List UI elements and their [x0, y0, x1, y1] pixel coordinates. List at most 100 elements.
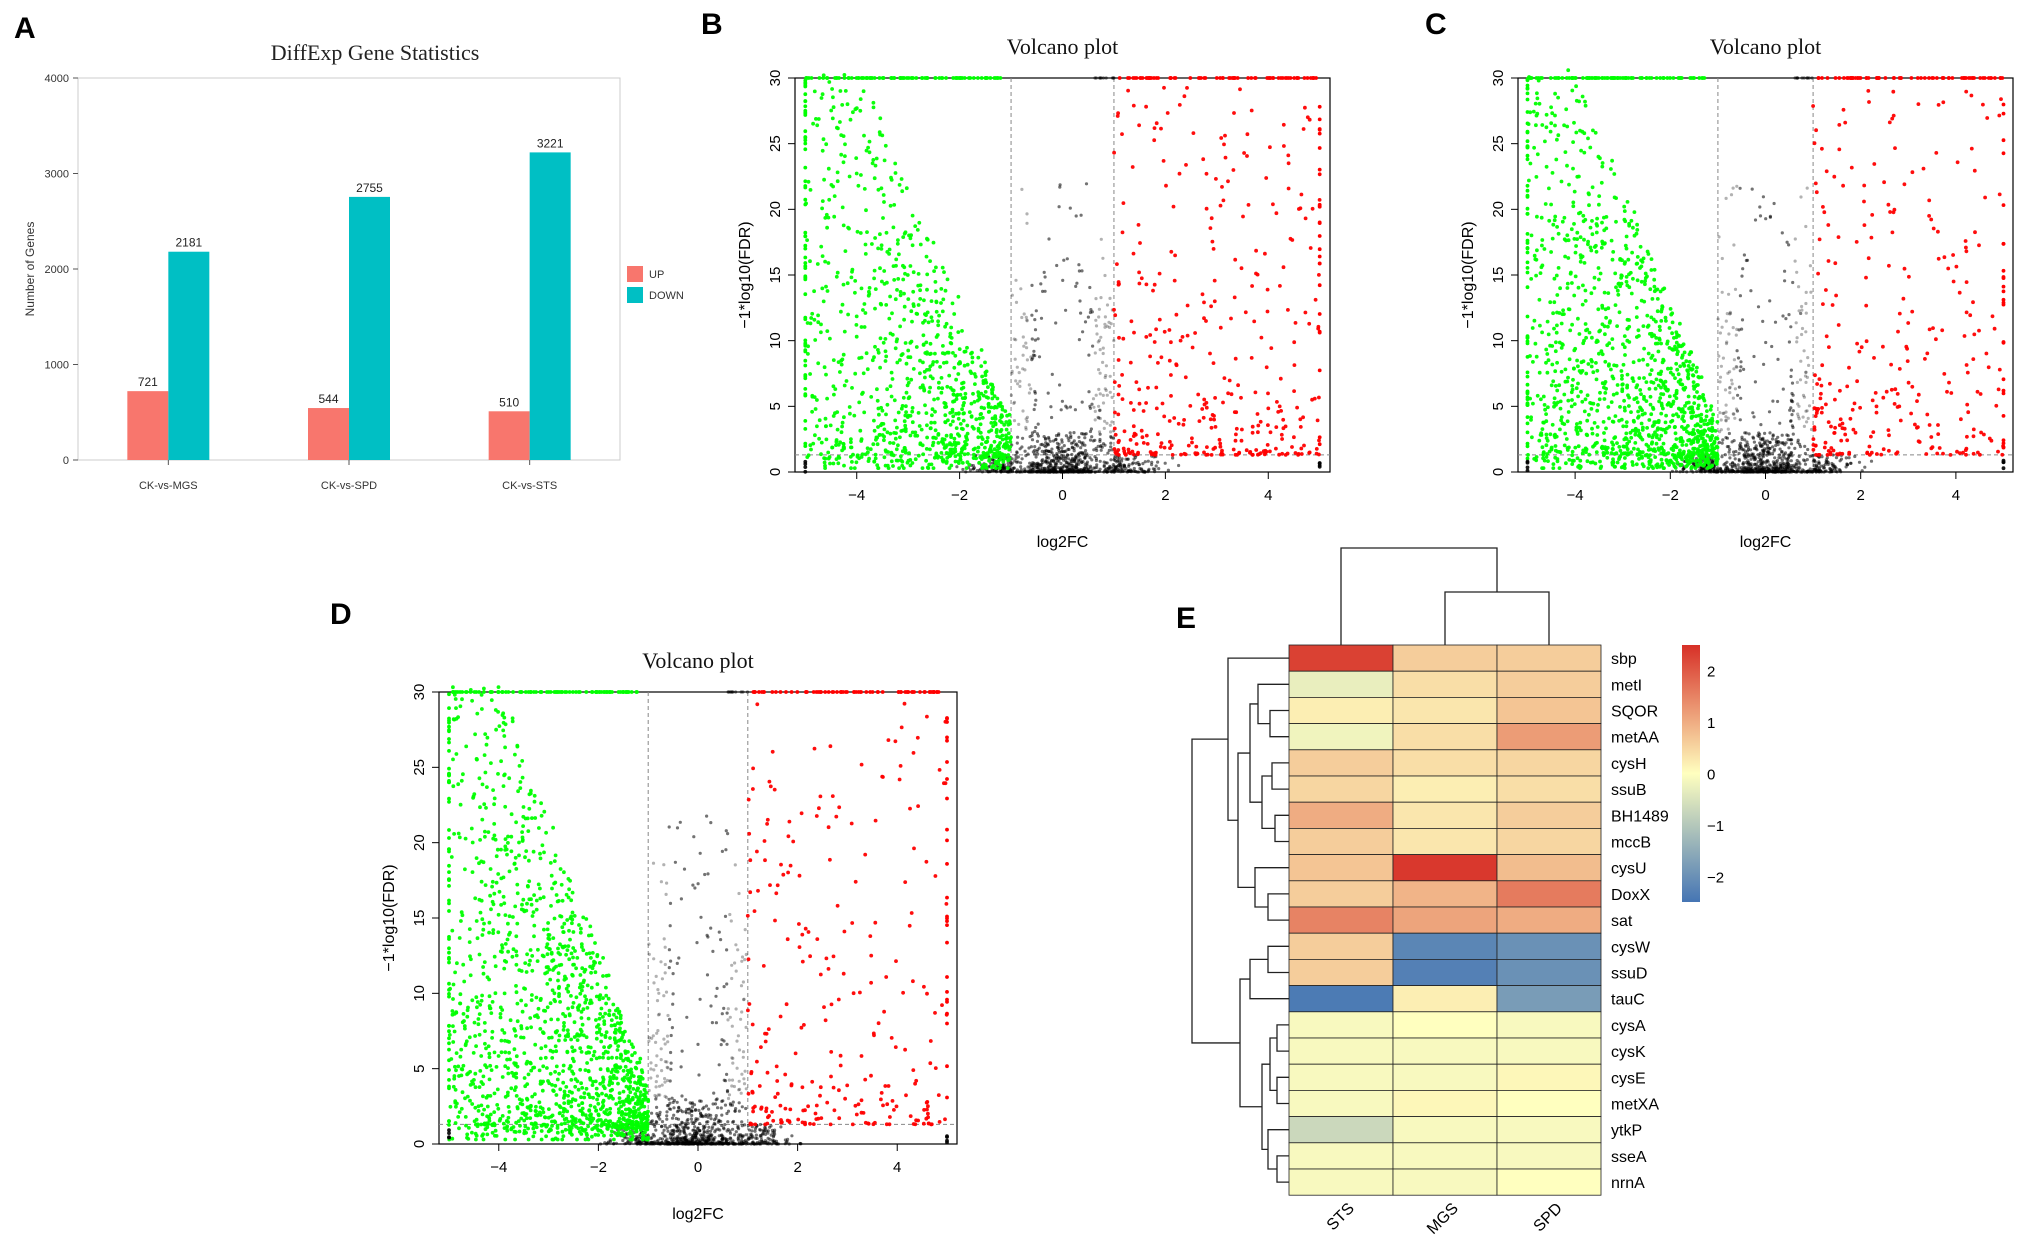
point-ns [1046, 465, 1050, 469]
point-up [1259, 335, 1264, 340]
point-ns [1101, 76, 1106, 80]
point-ns [1768, 214, 1772, 218]
point-down [875, 442, 880, 447]
point-down [1573, 76, 1577, 80]
point-down [1576, 465, 1580, 469]
point-down [1610, 447, 1615, 451]
point-up [1238, 87, 1242, 92]
point-ns [1786, 438, 1790, 442]
point-down [1629, 435, 1634, 440]
x-tick-label: 2 [1857, 487, 1865, 504]
point-up [1317, 204, 1322, 208]
point-down [1689, 466, 1694, 470]
point-down [838, 120, 842, 124]
point-down [1715, 420, 1720, 424]
point-down [803, 358, 808, 363]
point-down [1598, 271, 1603, 276]
point-down [1525, 250, 1530, 255]
point-up [1157, 271, 1162, 276]
point-down [1594, 361, 1598, 365]
point-down [977, 395, 982, 400]
point-ns [1723, 470, 1727, 474]
point-down [1653, 341, 1658, 346]
point-down [851, 110, 855, 115]
point-ns [1024, 341, 1028, 345]
point-ns [1800, 304, 1804, 309]
point-ns [1046, 449, 1050, 453]
y-tick-label: 15 [1490, 267, 1507, 284]
point-down [1701, 396, 1706, 401]
point-down [1558, 286, 1562, 291]
point-down [803, 179, 808, 184]
point-ns [1036, 422, 1040, 426]
point-up [1131, 251, 1136, 256]
point-down [984, 76, 988, 80]
point-ns [1050, 451, 1054, 455]
point-up [1138, 241, 1142, 245]
point-down [989, 421, 994, 425]
point-down [935, 359, 939, 364]
point-down [1532, 318, 1537, 323]
point-down [1689, 415, 1694, 419]
point-down [1578, 235, 1583, 240]
point-down [1657, 324, 1662, 329]
point-down [1582, 261, 1587, 265]
point-down [960, 76, 965, 80]
volcano-title: Volcano plot [1710, 34, 1821, 59]
point-down [925, 310, 930, 315]
point-down [981, 463, 986, 468]
point-down [1549, 105, 1553, 110]
point-down [1525, 374, 1530, 379]
point-ns [1103, 273, 1107, 278]
point-ns [1019, 465, 1023, 469]
point-down [1525, 391, 1530, 396]
point-up [1178, 338, 1183, 343]
point-ns [1771, 469, 1775, 473]
point-down [1602, 397, 1607, 401]
point-down [1543, 202, 1548, 206]
point-down [1585, 418, 1590, 423]
point-ns [1084, 432, 1088, 436]
point-down [1678, 439, 1683, 444]
point-down [1541, 452, 1546, 457]
point-down [1583, 99, 1587, 104]
point-down [1667, 394, 1672, 399]
point-down [931, 240, 936, 245]
point-up [1218, 444, 1223, 449]
point-down [1648, 287, 1653, 292]
point-down [840, 424, 844, 429]
point-down [1600, 352, 1605, 357]
point-down [887, 316, 892, 321]
point-down [1611, 443, 1616, 447]
point-down [1567, 357, 1572, 362]
point-ns [1101, 360, 1105, 364]
point-ns [1768, 463, 1772, 467]
point-up [1232, 111, 1236, 115]
point-ns [1776, 399, 1780, 404]
point-down [864, 148, 869, 153]
point-ns [1025, 358, 1029, 362]
point-down [1595, 338, 1599, 343]
point-ns [1092, 405, 1096, 409]
point-down [832, 194, 837, 199]
point-down [1586, 191, 1591, 196]
point-ns [1798, 445, 1803, 449]
point-ns [1077, 338, 1081, 342]
point-down [969, 351, 973, 356]
point-ns [1098, 459, 1102, 463]
point-ns [1033, 445, 1037, 449]
point-down [1674, 437, 1679, 441]
point-down [1701, 393, 1705, 397]
point-down [1554, 157, 1559, 162]
point-down [808, 259, 812, 264]
point-ns [1739, 470, 1743, 474]
point-down [816, 117, 821, 121]
point-down [862, 133, 866, 138]
point-down [1559, 321, 1564, 326]
point-down [1584, 371, 1589, 376]
point-down [1605, 343, 1610, 348]
point-down [831, 461, 836, 466]
point-ns [1784, 441, 1788, 445]
point-down [904, 361, 909, 366]
point-down [1622, 405, 1627, 410]
